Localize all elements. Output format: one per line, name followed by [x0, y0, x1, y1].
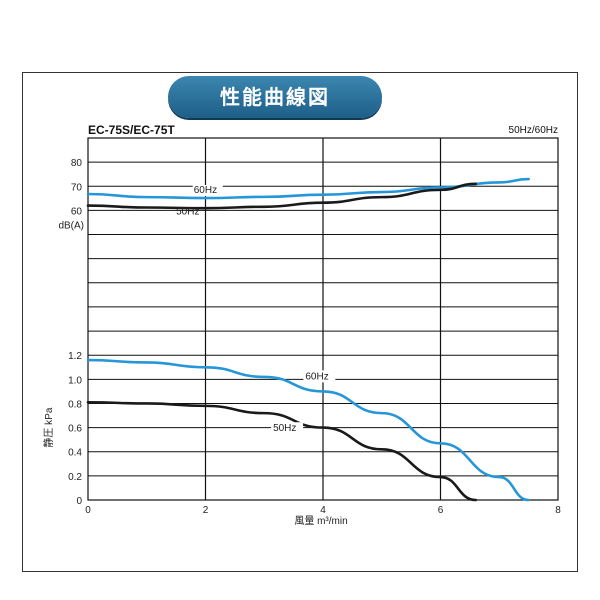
x-tick-label: 6: [438, 505, 444, 516]
page-title: 性能曲線図: [168, 76, 382, 118]
series-label-pressure-50hz: 50Hz: [273, 423, 296, 434]
y-tick-label-pressure: 0.8: [68, 399, 82, 410]
x-axis-label: 風量 m³/min: [294, 515, 347, 527]
series-label-pressure-60hz: 60Hz: [305, 371, 328, 382]
series-label-noise-50hz: 50Hz: [176, 207, 199, 218]
y-tick-label-pressure: 0.2: [68, 472, 82, 483]
y-tick-label-pressure: 1.0: [68, 375, 82, 386]
label-bg: [271, 422, 304, 435]
y-tick-label-pressure: 0.4: [68, 448, 82, 459]
y-tick-label-pressure: 0: [76, 496, 82, 507]
chart-frame: [22, 72, 578, 572]
y-tick-label-db: 70: [71, 182, 83, 193]
x-tick-label: 4: [320, 505, 326, 516]
model-label: EC-75S/EC-75T: [88, 123, 175, 137]
frequency-label: 50Hz/60Hz: [508, 125, 558, 136]
y-axis-label-db: dB(A): [58, 220, 84, 231]
pressure-curve-60hz: [86, 358, 530, 502]
x-tick-label: 2: [203, 505, 209, 516]
y-tick-label-pressure: 0.6: [68, 424, 82, 435]
y-tick-label-db: 80: [71, 158, 83, 169]
x-tick-label: 0: [85, 505, 91, 516]
x-tick-label: 8: [555, 505, 561, 516]
noise-curve-60hz: [86, 177, 530, 200]
label-bg: [192, 185, 223, 197]
y-tick-label-db: 60: [71, 206, 83, 217]
y-tick-label-pressure: 1.2: [68, 351, 82, 362]
noise-curve-50hz: [86, 182, 478, 210]
label-bg: [303, 370, 336, 383]
y-axis-label-pressure: 静圧 kPa: [42, 407, 55, 447]
pressure-curve-50hz: [86, 400, 478, 502]
plot-border: [87, 137, 559, 501]
series-label-noise-60hz: 60Hz: [194, 185, 217, 196]
